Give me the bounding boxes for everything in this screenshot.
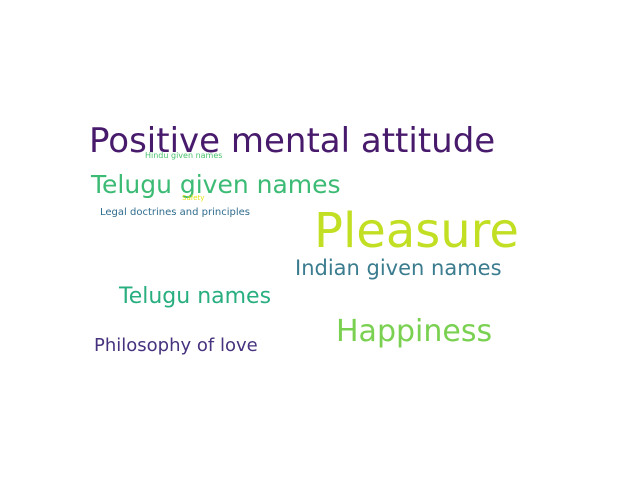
word-pleasure: Pleasure [314, 203, 519, 259]
word-safety: Safety [182, 194, 205, 202]
word-happiness: Happiness [336, 314, 493, 349]
word-positive-mental-attitude: Positive mental attitude [89, 121, 496, 161]
word-legal-doctrines: Legal doctrines and principles [100, 207, 250, 218]
word-telugu-given-names: Telugu given names [91, 170, 341, 199]
word-telugu-names: Telugu names [119, 284, 272, 309]
word-hindu-given-names: Hindu given names [145, 151, 223, 160]
word-philosophy-of-love: Philosophy of love [94, 335, 258, 356]
word-indian-given-names: Indian given names [295, 256, 502, 280]
